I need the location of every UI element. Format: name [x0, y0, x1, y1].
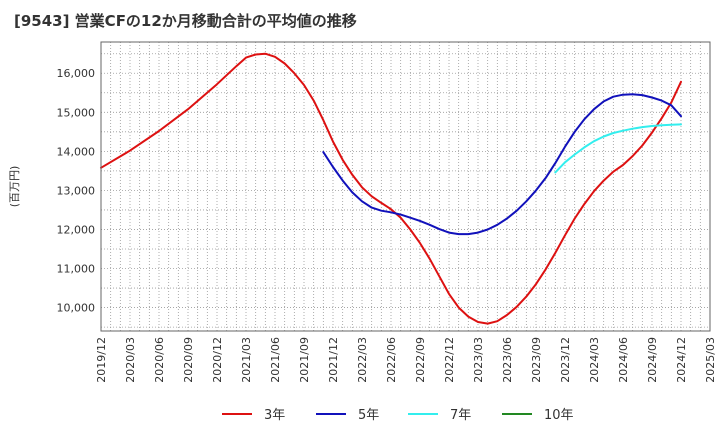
grid: [101, 42, 710, 331]
x-tick-label: 2024/12: [675, 337, 688, 383]
y-tick-label: 13,000: [57, 184, 96, 197]
y-tick-label: 11,000: [57, 263, 96, 276]
y-tick-label: 15,000: [57, 106, 96, 119]
x-tick-label: 2021/06: [269, 337, 282, 383]
legend-label: 5年: [358, 408, 379, 423]
x-tick-label: 2024/03: [588, 337, 601, 383]
x-tick-label: 2020/12: [211, 337, 224, 383]
y-tick-label: 16,000: [57, 67, 96, 80]
x-tick-label: 2022/09: [414, 337, 427, 383]
series-line-5年: [322, 93, 682, 236]
series-line-7年: [554, 123, 682, 174]
legend-label: 3年: [264, 408, 285, 423]
y-tick-label: 12,000: [57, 223, 96, 236]
x-tick-label: 2020/03: [124, 337, 137, 383]
x-tick-label: 2023/06: [501, 337, 514, 383]
y-axis-ticks: 10,000 11,000 12,000 13,000 14,000 15,000 16,0…: [57, 67, 96, 314]
x-tick-label: 2020/06: [153, 337, 166, 383]
y-tick-label: 10,000: [57, 302, 96, 315]
plot-frame: [100, 41, 711, 332]
x-tick-label: 2023/12: [559, 337, 572, 383]
series-line-3年: [100, 52, 682, 325]
legend: 3年 5年 7年 10年: [222, 408, 574, 423]
series-lines: [100, 52, 682, 325]
x-tick-label: 2022/06: [385, 337, 398, 383]
x-tick-label: 2022/12: [443, 337, 456, 383]
x-tick-label: 2020/09: [182, 337, 195, 383]
legend-label: 10年: [544, 408, 574, 423]
x-tick-label: 2023/03: [472, 337, 485, 383]
x-tick-label: 2019/12: [95, 337, 108, 383]
x-tick-label: 2024/09: [646, 337, 659, 383]
y-tick-label: 14,000: [57, 145, 96, 158]
legend-label: 7年: [450, 408, 471, 423]
x-tick-label: 2022/03: [356, 337, 369, 383]
x-tick-label: 2021/12: [327, 337, 340, 383]
x-tick-label: 2021/09: [298, 337, 311, 383]
x-tick-label: 2025/03: [704, 337, 717, 383]
x-tick-label: 2023/09: [530, 337, 543, 383]
x-tick-label: 2024/06: [617, 337, 630, 383]
y-axis-label: (百万円): [8, 166, 21, 208]
x-tick-label: 2021/03: [240, 337, 253, 383]
x-axis-ticks: 2019/12 2020/03 2020/06 2020/09 2020/12 2021/…: [95, 337, 717, 383]
chart-title: [9543] 営業CFの12か月移動合計の平均値の推移: [14, 12, 357, 30]
